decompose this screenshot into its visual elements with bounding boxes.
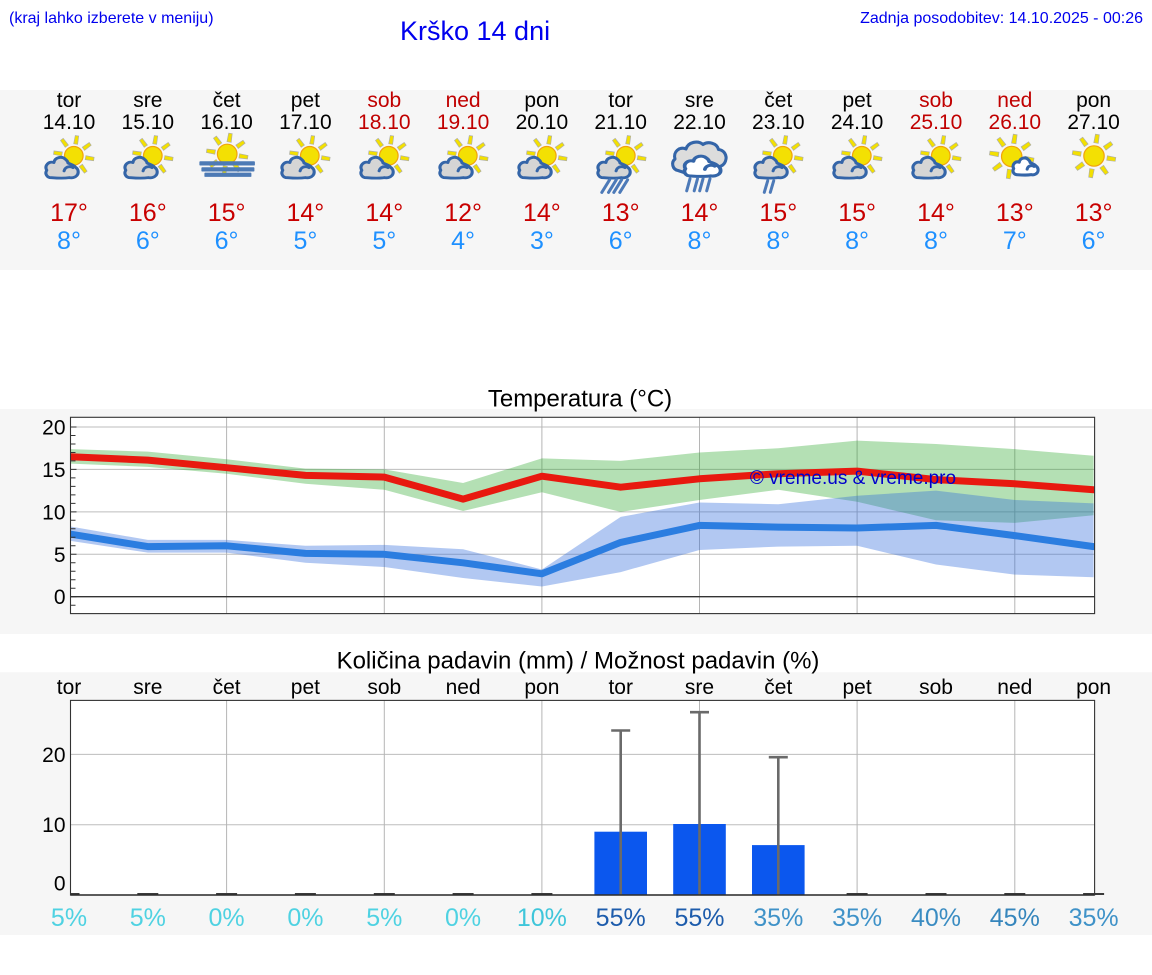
svg-text:45%: 45%	[990, 904, 1040, 932]
svg-text:20: 20	[42, 417, 65, 440]
svg-text:15: 15	[42, 459, 65, 482]
svg-text:sob: sob	[919, 676, 953, 699]
svg-text:0%: 0%	[209, 904, 245, 932]
svg-text:0%: 0%	[287, 904, 323, 932]
svg-text:pon: pon	[524, 676, 559, 699]
svg-text:10: 10	[42, 501, 65, 524]
svg-text:tor: tor	[57, 676, 82, 699]
svg-text:5: 5	[54, 544, 66, 567]
svg-text:55%: 55%	[674, 904, 724, 932]
svg-text:35%: 35%	[753, 904, 803, 932]
svg-text:5%: 5%	[51, 904, 87, 932]
svg-text:20: 20	[42, 744, 65, 767]
svg-text:0: 0	[54, 872, 66, 895]
svg-text:pon: pon	[1076, 676, 1111, 699]
svg-text:sre: sre	[685, 676, 714, 699]
svg-text:ned: ned	[446, 676, 481, 699]
svg-text:tor: tor	[608, 676, 633, 699]
svg-text:10: 10	[42, 814, 65, 837]
svg-text:40%: 40%	[911, 904, 961, 932]
svg-text:Temperatura (°C): Temperatura (°C)	[488, 386, 672, 413]
svg-text:čet: čet	[764, 676, 792, 699]
svg-text:© vreme.us & vreme.pro: © vreme.us & vreme.pro	[750, 468, 956, 489]
svg-text:sre: sre	[133, 676, 162, 699]
svg-text:0: 0	[54, 586, 66, 609]
svg-text:pet: pet	[842, 676, 871, 699]
svg-text:5%: 5%	[130, 904, 166, 932]
svg-text:35%: 35%	[832, 904, 882, 932]
svg-text:čet: čet	[213, 676, 241, 699]
svg-text:0%: 0%	[445, 904, 481, 932]
svg-text:ned: ned	[997, 676, 1032, 699]
svg-text:5%: 5%	[366, 904, 402, 932]
svg-text:35%: 35%	[1069, 904, 1119, 932]
svg-text:55%: 55%	[596, 904, 646, 932]
svg-text:Količina padavin (mm) / Možnos: Količina padavin (mm) / Možnost padavin …	[337, 648, 820, 675]
svg-text:pet: pet	[291, 676, 320, 699]
svg-text:sob: sob	[367, 676, 401, 699]
svg-text:10%: 10%	[517, 904, 567, 932]
